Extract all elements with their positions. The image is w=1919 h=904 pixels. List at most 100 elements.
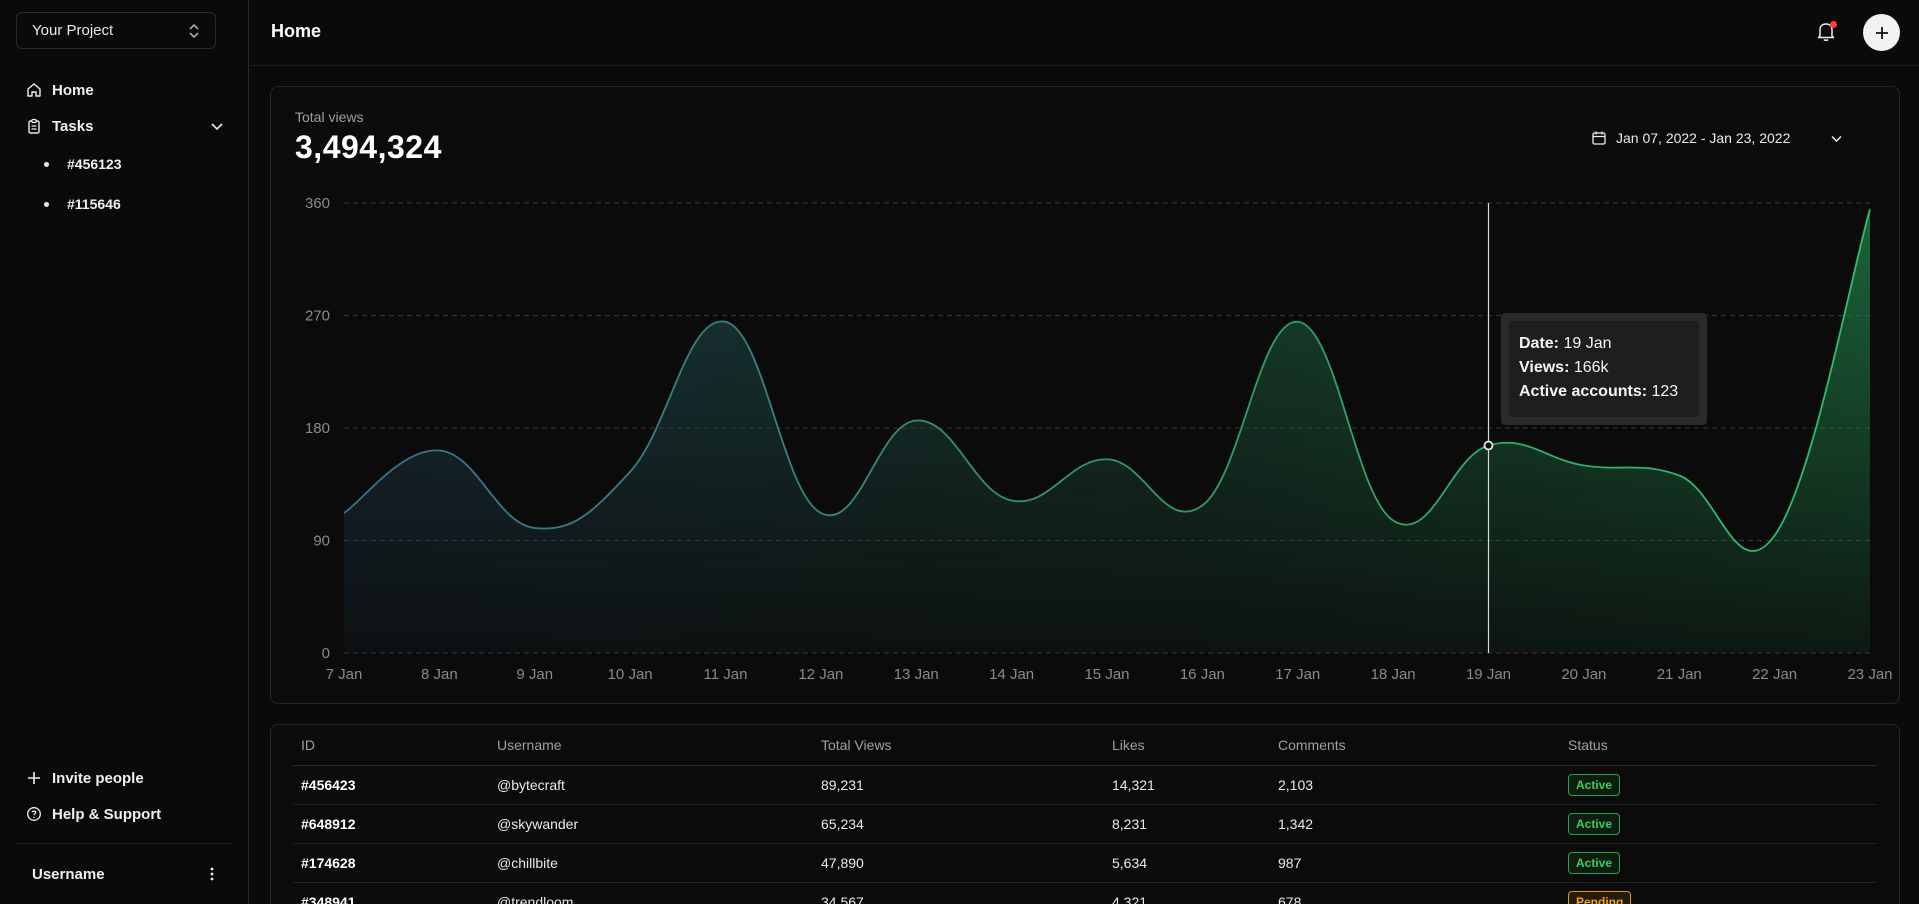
task-item-115646[interactable]: #115646 <box>16 184 232 224</box>
x-tick-label: 7 Jan <box>326 666 363 683</box>
table-row[interactable]: #348941 @trendloom 34,567 4,321 678 Pend… <box>293 882 1877 904</box>
views-chart-card: Total views 3,494,324 Jan 07, 2022 - Jan… <box>270 86 1900 704</box>
table-row[interactable]: #456423 @bytecraft 89,231 14,321 2,103 A… <box>293 765 1877 805</box>
cell-likes: 14,321 <box>1104 765 1270 805</box>
chevron-down-icon <box>1831 135 1842 143</box>
cell-views: 34,567 <box>813 882 1104 904</box>
col-likes[interactable]: Likes <box>1104 725 1270 766</box>
x-tick-label: 23 Jan <box>1847 666 1892 683</box>
home-icon <box>27 83 41 97</box>
task-label: #115646 <box>67 196 121 212</box>
x-tick-label: 15 Jan <box>1084 666 1129 683</box>
x-tick-label: 19 Jan <box>1466 666 1511 683</box>
tooltip-views-value: 166k <box>1573 359 1609 376</box>
notification-dot <box>1830 21 1837 28</box>
tooltip-accounts-value: 123 <box>1651 383 1679 400</box>
bell-icon[interactable] <box>1816 20 1836 42</box>
x-tick-label: 20 Jan <box>1561 666 1606 683</box>
page-title: Home <box>271 21 322 41</box>
main-nav: Home Tasks #456123 #115646 <box>16 72 232 224</box>
metric-value: 3,494,324 <box>295 129 442 165</box>
x-tick-label: 9 Jan <box>516 666 553 683</box>
y-tick-label: 180 <box>305 420 330 437</box>
x-tick-label: 21 Jan <box>1657 666 1702 683</box>
topbar: Home <box>250 0 1919 66</box>
help-support-button[interactable]: Help & Support <box>16 796 232 832</box>
cell-status: Active <box>1560 765 1877 805</box>
table-row[interactable]: #648912 @skywander 65,234 8,231 1,342 Ac… <box>293 804 1877 844</box>
cell-id: #348941 <box>293 882 489 904</box>
more-vertical-icon[interactable] <box>204 866 220 882</box>
tooltip-date-label: Date: <box>1519 335 1560 352</box>
data-point[interactable] <box>1483 440 1494 451</box>
y-tick-label: 360 <box>305 195 330 212</box>
cell-username: @trendloom <box>489 882 813 904</box>
tooltip-views-row: Views: 166k <box>1519 356 1689 380</box>
cell-comments: 987 <box>1270 843 1560 883</box>
cell-username: @chillbite <box>489 843 813 883</box>
cell-id: #648912 <box>293 804 489 844</box>
help-circle-icon <box>27 807 41 821</box>
cell-username: @skywander <box>489 804 813 844</box>
cell-views: 89,231 <box>813 765 1104 805</box>
chevron-down-icon[interactable] <box>210 119 224 133</box>
x-tick-label: 13 Jan <box>894 666 939 683</box>
sidebar-item-tasks[interactable]: Tasks <box>16 108 232 144</box>
cell-views: 65,234 <box>813 804 1104 844</box>
col-comments[interactable]: Comments <box>1270 725 1560 766</box>
cell-views: 47,890 <box>813 843 1104 883</box>
cell-likes: 8,231 <box>1104 804 1270 844</box>
col-id[interactable]: ID <box>293 725 489 766</box>
status-badge: Active <box>1568 812 1621 835</box>
invite-people-button[interactable]: Invite people <box>16 760 232 796</box>
sidebar-item-home[interactable]: Home <box>16 72 232 108</box>
table-row[interactable]: #174628 @chillbite 47,890 5,634 987 Acti… <box>293 843 1877 883</box>
sidebar-item-label: Tasks <box>52 117 94 135</box>
tooltip-accounts-row: Active accounts: 123 <box>1519 380 1689 404</box>
user-profile[interactable]: Username <box>16 843 232 904</box>
plus-icon <box>28 772 40 784</box>
area-chart: 0 90 180 270 360 7 Jan 8 Jan 9 Jan 10 Jan 11 Jan… <box>305 195 1893 683</box>
y-tick-label: 90 <box>313 533 330 550</box>
col-total-views[interactable]: Total Views <box>813 725 1104 766</box>
sidebar: Your Project Home Tasks #456123 #115646 … <box>0 0 249 904</box>
username: Username <box>32 866 105 883</box>
cell-comments: 678 <box>1270 882 1560 904</box>
task-item-456123[interactable]: #456123 <box>16 144 232 184</box>
clipboard-icon <box>28 118 40 134</box>
x-tick-label: 16 Jan <box>1180 666 1225 683</box>
project-name: Your Project <box>32 22 114 39</box>
bullet-icon <box>44 201 49 207</box>
status-badge: Active <box>1568 851 1621 874</box>
col-status[interactable]: Status <box>1560 725 1877 766</box>
invite-label: Invite people <box>52 769 144 787</box>
task-label: #456123 <box>67 156 122 172</box>
cell-id: #174628 <box>293 843 489 883</box>
project-selector[interactable]: Your Project <box>16 12 216 49</box>
chart-tooltip: Date: 19 Jan Views: 166k Active accounts… <box>1501 313 1707 425</box>
date-range-picker[interactable]: Jan 07, 2022 - Jan 23, 2022 <box>1591 123 1881 153</box>
add-button[interactable] <box>1863 14 1900 51</box>
cell-status: Pending <box>1560 882 1877 904</box>
y-tick-label: 270 <box>305 308 330 325</box>
date-range-label: Jan 07, 2022 - Jan 23, 2022 <box>1616 130 1791 146</box>
bullet-icon <box>44 161 49 167</box>
tooltip-views-label: Views: <box>1519 359 1570 376</box>
col-username[interactable]: Username <box>489 725 813 766</box>
metric-label: Total views <box>295 109 364 125</box>
x-tick-label: 14 Jan <box>989 666 1034 683</box>
x-tick-label: 17 Jan <box>1275 666 1320 683</box>
x-tick-label: 22 Jan <box>1752 666 1797 683</box>
cell-id: #456423 <box>293 765 489 805</box>
calendar-icon <box>1592 131 1606 145</box>
x-tick-label: 12 Jan <box>798 666 843 683</box>
cell-likes: 4,321 <box>1104 882 1270 904</box>
x-tick-label: 11 Jan <box>704 666 748 683</box>
status-badge: Pending <box>1568 890 1632 904</box>
bottom-nav: Invite people Help & Support <box>16 760 232 832</box>
status-badge: Active <box>1568 773 1621 796</box>
cell-status: Active <box>1560 804 1877 844</box>
x-tick-label: 18 Jan <box>1371 666 1416 683</box>
accounts-table-card: ID Username Total Views Likes Comments S… <box>270 724 1900 904</box>
cell-comments: 1,342 <box>1270 804 1560 844</box>
